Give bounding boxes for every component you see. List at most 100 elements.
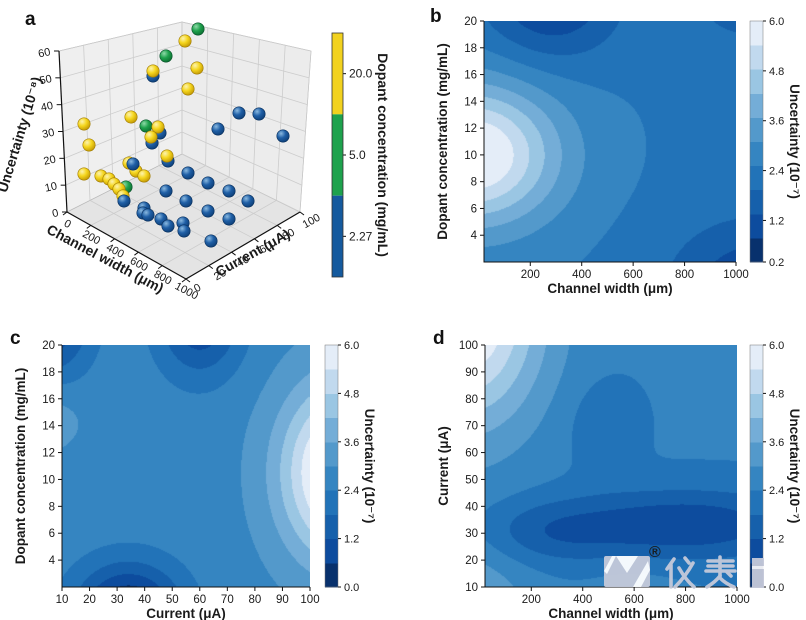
x-tick-label: 400 <box>573 594 592 606</box>
colorbar-band <box>750 393 763 419</box>
y-tick-label: 8 <box>471 177 477 189</box>
data-point <box>241 194 255 208</box>
data-point <box>159 49 173 63</box>
gridline <box>157 27 160 166</box>
data-point <box>211 122 225 136</box>
y-tick-label: 6 <box>471 203 477 215</box>
data-point <box>204 234 218 248</box>
y-tick <box>208 265 214 270</box>
x-tick-label: 1000 <box>724 594 750 606</box>
y-tick-label: 80 <box>465 394 478 406</box>
y-tick-label: 20 <box>465 555 478 567</box>
data-point <box>139 119 153 133</box>
x-tick <box>134 251 139 256</box>
gridline <box>158 165 278 226</box>
y-tick-label: 16 <box>464 70 477 82</box>
colorbar-tick-label: 3.6 <box>344 437 359 449</box>
y-tick <box>299 211 305 216</box>
x-tick <box>110 238 115 243</box>
colorbar-tick-label: 2.4 <box>769 485 784 497</box>
axis-line <box>66 211 187 280</box>
x-tick <box>181 278 187 283</box>
y-tick-label: 20 <box>42 340 55 352</box>
colorbar-band <box>750 538 763 564</box>
contour-plot-b <box>484 21 736 262</box>
panel-label-b: b <box>430 6 442 27</box>
x-axis-title: Channel width (μm) <box>548 606 673 620</box>
colorbar-segment <box>332 114 343 196</box>
x-tick-label: 200 <box>521 269 540 281</box>
colorbar-band <box>750 117 763 142</box>
colorbar-band <box>750 237 763 263</box>
x-tick-label: 50 <box>166 594 179 606</box>
data-point <box>146 64 160 78</box>
scatter3d-plot: 0102030405060020040060080010000204060801… <box>0 21 322 302</box>
contour-plot-c <box>62 345 310 587</box>
data-point <box>137 169 151 183</box>
axis-frame <box>484 345 737 588</box>
x-tick <box>157 265 163 270</box>
x-tick-label: 800 <box>676 594 695 606</box>
gridline <box>107 39 114 189</box>
y-tick <box>185 278 191 283</box>
colorbar-band <box>750 345 763 370</box>
y-tick-label: 8 <box>49 501 55 513</box>
gridline <box>135 176 255 240</box>
colorbar-band <box>750 441 763 467</box>
logo-slash-left <box>604 556 616 574</box>
y-tick-label: 10 <box>465 582 478 594</box>
z-axis-title: Uncertainty (10⁻⁸) <box>0 75 44 194</box>
y-tick-label: 14 <box>42 421 55 433</box>
y-tick-label: 70 <box>465 421 478 433</box>
colorbar-band <box>750 466 763 491</box>
y-tick-label: 60 <box>258 240 275 256</box>
z-tick-label: 30 <box>41 127 55 141</box>
x-tick-label: 70 <box>221 594 234 606</box>
gridline <box>64 109 183 159</box>
y-tick-label: 12 <box>42 448 55 460</box>
colorbar-title: Uncertainty (10⁻⁷) <box>787 409 802 524</box>
colorbar-band <box>750 141 763 167</box>
y-tick-label: 100 <box>459 340 478 352</box>
y-tick <box>254 238 259 243</box>
panel-b-colorbar: 6.0 4.8 3.6 2.4 1.2 0.2 Uncertainty (10⁻⁷) <box>749 16 802 269</box>
panel-d-colorbar: 6.0 4.8 3.6 2.4 1.2 0.0 Uncertainty (10⁻⁷) <box>749 340 802 594</box>
y-axis-title: Dopant concentration (mg/mL) <box>13 368 28 565</box>
y-tick-label: 20 <box>464 16 477 28</box>
stroke <box>683 556 691 565</box>
z-tick-label: 40 <box>40 100 54 114</box>
watermark-text <box>665 555 737 589</box>
x-tick-label: 400 <box>572 269 591 281</box>
colorbar-band <box>750 369 763 394</box>
x-tick-label: 90 <box>276 594 289 606</box>
colorbar-tick-label: 5.0 <box>349 148 366 162</box>
gridline <box>132 33 137 178</box>
colorbar-tick-label: 0.0 <box>344 582 359 594</box>
axis-frame <box>61 345 310 588</box>
colorbar-title: Uncertainty (10⁻⁷) <box>787 84 802 199</box>
x-tick-label: 200 <box>522 594 541 606</box>
colorbar-tick-label: 20.0 <box>349 67 373 81</box>
y-axis-title: Current (μA) <box>436 426 451 506</box>
gridline <box>299 50 312 213</box>
colorbar-tick-label: 2.4 <box>769 166 784 178</box>
colorbar-band <box>750 21 763 46</box>
colorbar-tick-label: 2.27 <box>349 229 373 243</box>
x-tick-label: 10 <box>56 594 69 606</box>
colorbar-tick-label: 4.8 <box>769 388 784 400</box>
colorbar-band <box>750 69 763 94</box>
colorbar-band <box>750 189 763 215</box>
colorbar-tick-label: 6.0 <box>769 340 784 352</box>
colorbar-tick-label: 4.8 <box>769 66 784 78</box>
logo-slash <box>633 561 650 587</box>
colorbar-band <box>325 514 338 540</box>
gridline <box>228 33 234 178</box>
data-point <box>181 166 195 180</box>
gridline <box>181 131 302 186</box>
colorbar-band <box>325 466 338 491</box>
y-tick <box>276 224 282 229</box>
gridline <box>181 65 308 106</box>
x-tick <box>62 211 68 216</box>
colorbar-tick-label: 2.4 <box>344 485 359 497</box>
